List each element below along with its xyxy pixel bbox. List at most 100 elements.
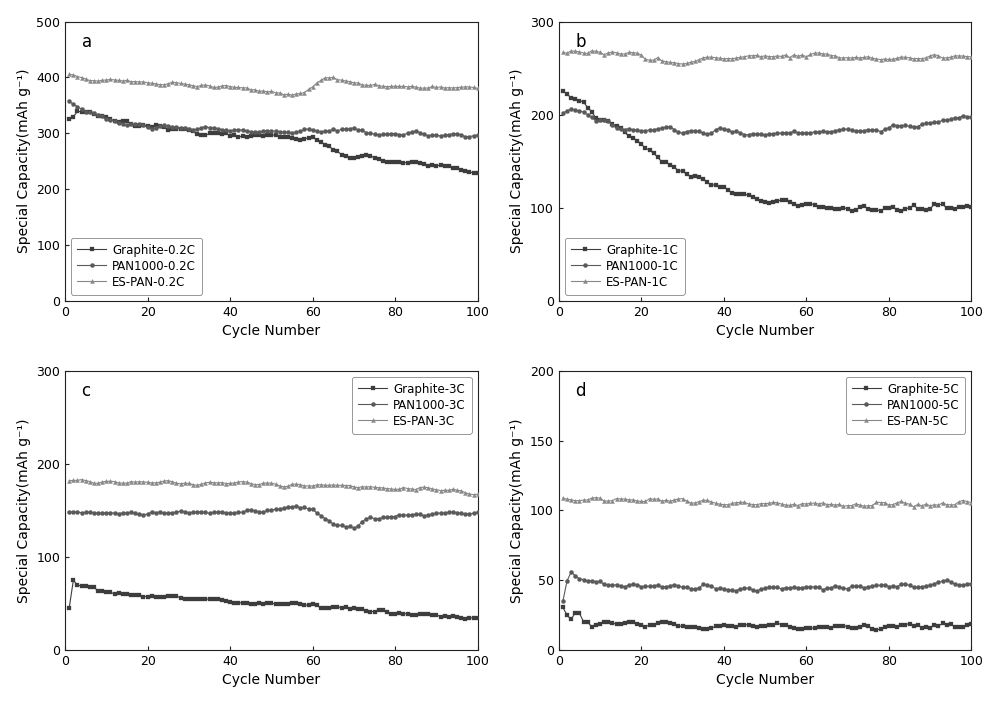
ES-PAN-3C: [472, 490, 484, 498]
PAN1000-3C: [447, 508, 459, 516]
ES-PAN-1C: [941, 54, 953, 62]
Graphite-0.2C: [455, 166, 467, 175]
ES-PAN-3C: [455, 486, 467, 495]
ES-PAN-0.2C: [472, 84, 484, 93]
PAN1000-1C: [565, 105, 577, 113]
Graphite-3C: [67, 576, 79, 584]
PAN1000-1C: [941, 115, 953, 124]
PAN1000-0.2C: [158, 121, 170, 130]
Line: Graphite-1C: Graphite-1C: [561, 89, 973, 213]
Line: ES-PAN-1C: ES-PAN-1C: [561, 49, 973, 66]
Graphite-5C: [870, 626, 882, 634]
PAN1000-5C: [557, 597, 569, 605]
PAN1000-3C: [472, 508, 484, 517]
PAN1000-1C: [965, 113, 977, 121]
X-axis label: Cycle Number: Cycle Number: [716, 673, 814, 687]
Graphite-0.2C: [472, 169, 484, 177]
PAN1000-3C: [63, 508, 75, 516]
Line: ES-PAN-5C: ES-PAN-5C: [561, 496, 973, 509]
PAN1000-1C: [656, 124, 668, 132]
PAN1000-1C: [953, 113, 965, 122]
Graphite-0.2C: [278, 132, 290, 141]
Graphite-3C: [443, 612, 455, 621]
PAN1000-5C: [949, 580, 961, 589]
ES-PAN-3C: [278, 483, 290, 491]
ES-PAN-1C: [965, 53, 977, 61]
ES-PAN-5C: [965, 498, 977, 507]
Graphite-0.2C: [311, 136, 323, 144]
Graphite-0.2C: [71, 107, 83, 115]
ES-PAN-1C: [953, 52, 965, 61]
X-axis label: Cycle Number: Cycle Number: [716, 324, 814, 338]
PAN1000-0.2C: [307, 126, 319, 134]
Line: Graphite-5C: Graphite-5C: [561, 605, 973, 631]
PAN1000-5C: [965, 579, 977, 588]
PAN1000-1C: [759, 131, 771, 139]
Graphite-0.2C: [162, 125, 174, 134]
Graphite-1C: [800, 200, 812, 208]
PAN1000-1C: [776, 129, 788, 137]
ES-PAN-5C: [557, 494, 569, 503]
ES-PAN-0.2C: [142, 79, 154, 87]
ES-PAN-0.2C: [455, 83, 467, 92]
PAN1000-3C: [348, 524, 360, 532]
Graphite-3C: [472, 614, 484, 622]
Line: ES-PAN-3C: ES-PAN-3C: [67, 477, 480, 497]
Legend: Graphite-0.2C, PAN1000-0.2C, ES-PAN-0.2C: Graphite-0.2C, PAN1000-0.2C, ES-PAN-0.2C: [71, 238, 202, 295]
PAN1000-1C: [557, 109, 569, 118]
ES-PAN-0.2C: [274, 89, 286, 97]
ES-PAN-3C: [311, 481, 323, 489]
Graphite-3C: [278, 600, 290, 608]
Line: PAN1000-1C: PAN1000-1C: [561, 107, 973, 137]
ES-PAN-1C: [586, 46, 598, 55]
Line: Graphite-3C: Graphite-3C: [67, 578, 480, 621]
Line: ES-PAN-0.2C: ES-PAN-0.2C: [67, 73, 480, 97]
ES-PAN-5C: [656, 497, 668, 505]
ES-PAN-5C: [771, 498, 783, 507]
PAN1000-3C: [142, 510, 154, 518]
ES-PAN-0.2C: [286, 91, 298, 99]
Graphite-3C: [455, 614, 467, 622]
ES-PAN-5C: [908, 503, 920, 511]
PAN1000-3C: [311, 509, 323, 517]
Graphite-3C: [459, 615, 471, 623]
Text: d: d: [575, 382, 586, 400]
PAN1000-0.2C: [472, 131, 484, 139]
Legend: Graphite-1C, PAN1000-1C, ES-PAN-1C: Graphite-1C, PAN1000-1C, ES-PAN-1C: [565, 238, 685, 295]
Graphite-1C: [652, 153, 664, 162]
Graphite-5C: [767, 621, 779, 629]
ES-PAN-3C: [162, 477, 174, 485]
Graphite-1C: [557, 87, 569, 95]
PAN1000-5C: [937, 577, 949, 585]
Graphite-1C: [767, 197, 779, 206]
ES-PAN-1C: [656, 57, 668, 65]
X-axis label: Cycle Number: Cycle Number: [222, 324, 320, 338]
Line: Graphite-0.2C: Graphite-0.2C: [67, 109, 480, 175]
ES-PAN-0.2C: [443, 83, 455, 92]
Graphite-0.2C: [443, 161, 455, 170]
PAN1000-3C: [459, 510, 471, 518]
Graphite-3C: [162, 592, 174, 601]
ES-PAN-3C: [146, 479, 158, 487]
Line: PAN1000-5C: PAN1000-5C: [561, 570, 973, 603]
Graphite-0.2C: [63, 115, 75, 123]
Y-axis label: Special Capacity(mAh g⁻¹): Special Capacity(mAh g⁻¹): [17, 418, 31, 603]
PAN1000-5C: [656, 583, 668, 591]
Text: c: c: [82, 382, 91, 400]
PAN1000-3C: [290, 502, 302, 510]
ES-PAN-3C: [76, 475, 88, 484]
Line: PAN1000-3C: PAN1000-3C: [67, 504, 480, 530]
PAN1000-0.2C: [142, 123, 154, 132]
Y-axis label: Special Capacity(mAh g⁻¹): Special Capacity(mAh g⁻¹): [510, 418, 524, 603]
Text: a: a: [82, 33, 92, 51]
Graphite-3C: [63, 604, 75, 612]
ES-PAN-0.2C: [311, 79, 323, 87]
Graphite-5C: [965, 620, 977, 629]
ES-PAN-5C: [941, 501, 953, 509]
Graphite-1C: [846, 207, 858, 215]
Graphite-1C: [937, 200, 949, 208]
PAN1000-3C: [274, 505, 286, 514]
PAN1000-0.2C: [451, 130, 463, 138]
Legend: Graphite-3C, PAN1000-3C, ES-PAN-3C: Graphite-3C, PAN1000-3C, ES-PAN-3C: [352, 377, 472, 434]
ES-PAN-1C: [776, 52, 788, 61]
